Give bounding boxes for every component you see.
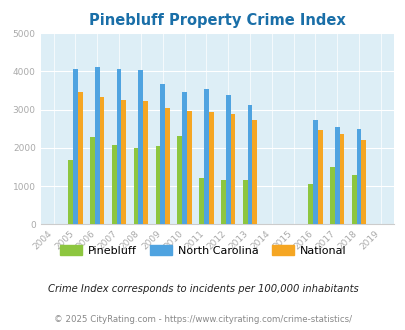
Bar: [360, 140, 365, 224]
Bar: [329, 167, 334, 224]
Bar: [203, 88, 208, 224]
Bar: [68, 160, 73, 224]
Bar: [307, 184, 312, 224]
Bar: [252, 120, 256, 224]
Bar: [334, 127, 339, 224]
Bar: [155, 146, 160, 224]
Title: Pinebluff Property Crime Index: Pinebluff Property Crime Index: [89, 13, 345, 28]
Bar: [116, 69, 121, 224]
Bar: [230, 114, 235, 224]
Text: Crime Index corresponds to incidents per 100,000 inhabitants: Crime Index corresponds to incidents per…: [47, 284, 358, 294]
Bar: [225, 95, 230, 224]
Bar: [339, 134, 343, 224]
Bar: [220, 180, 225, 224]
Bar: [73, 69, 78, 224]
Legend: Pinebluff, North Carolina, National: Pinebluff, North Carolina, National: [55, 240, 350, 260]
Bar: [133, 148, 138, 224]
Bar: [100, 97, 104, 224]
Bar: [165, 109, 169, 224]
Bar: [247, 105, 252, 224]
Bar: [351, 176, 356, 224]
Bar: [121, 100, 126, 224]
Bar: [182, 92, 186, 224]
Text: © 2025 CityRating.com - https://www.cityrating.com/crime-statistics/: © 2025 CityRating.com - https://www.city…: [54, 315, 351, 324]
Bar: [112, 145, 116, 224]
Bar: [198, 179, 203, 224]
Bar: [160, 84, 165, 224]
Bar: [143, 101, 148, 224]
Bar: [312, 120, 317, 224]
Bar: [138, 70, 143, 224]
Bar: [78, 92, 83, 224]
Bar: [95, 67, 100, 224]
Bar: [356, 129, 360, 224]
Bar: [208, 112, 213, 224]
Bar: [242, 180, 247, 224]
Bar: [317, 130, 322, 224]
Bar: [90, 137, 95, 224]
Bar: [186, 112, 191, 224]
Bar: [177, 136, 182, 224]
